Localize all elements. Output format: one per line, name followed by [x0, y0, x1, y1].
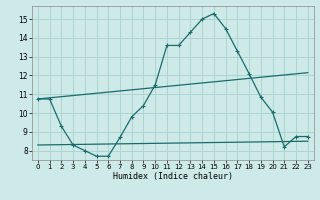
X-axis label: Humidex (Indice chaleur): Humidex (Indice chaleur) [113, 172, 233, 181]
